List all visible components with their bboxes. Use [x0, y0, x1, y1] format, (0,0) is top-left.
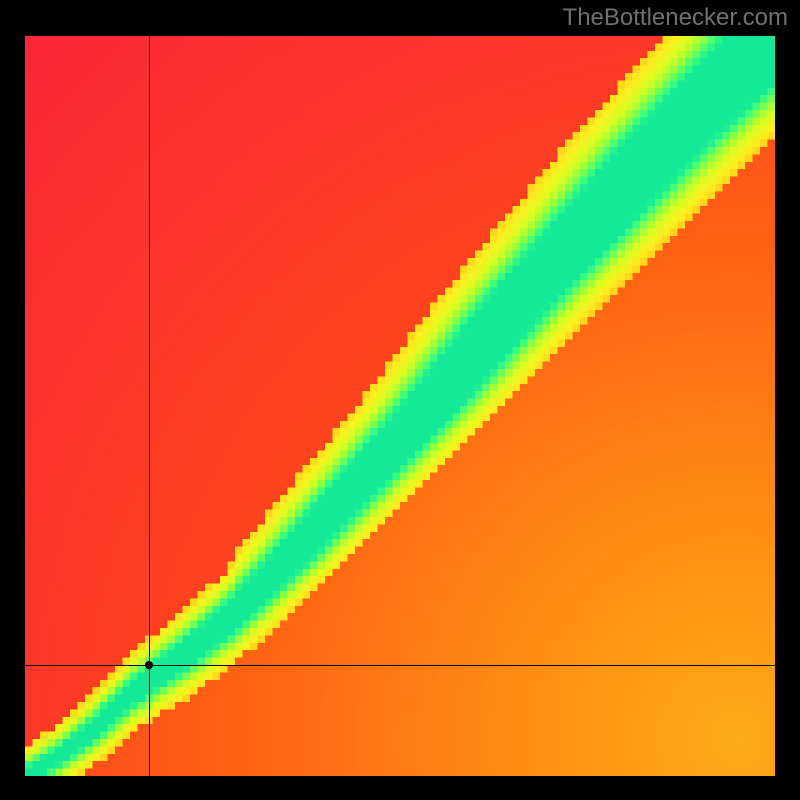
watermark-text: TheBottlenecker.com	[563, 4, 788, 32]
crosshair-marker	[145, 661, 153, 669]
chart-container: TheBottlenecker.com	[0, 0, 800, 800]
crosshair-horizontal	[25, 665, 775, 666]
heatmap-plot	[25, 36, 775, 776]
